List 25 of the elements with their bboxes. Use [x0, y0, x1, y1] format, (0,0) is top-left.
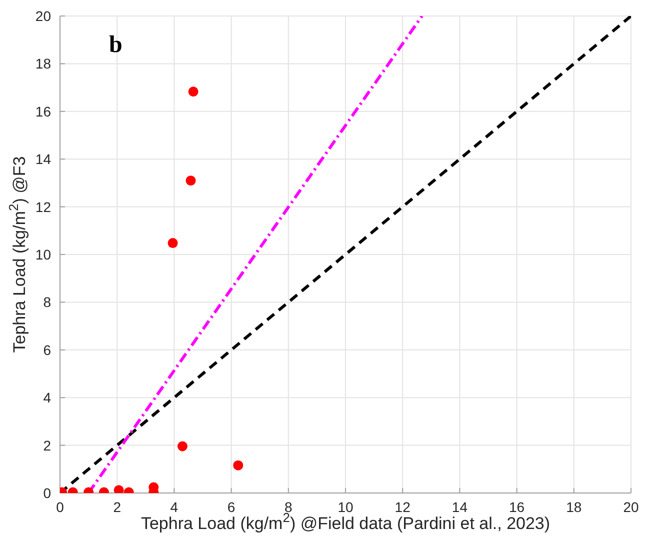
y-tick-label: 16 — [35, 103, 52, 120]
x-tick-label: 18 — [566, 498, 582, 515]
y-tick-label: 2 — [43, 437, 52, 454]
y-tick-label: 6 — [43, 342, 52, 358]
x-tick-label: 0 — [56, 498, 64, 515]
y-tick-label: 18 — [35, 56, 52, 72]
y-tick-label: 8 — [43, 294, 52, 310]
x-tick-label: 12 — [394, 498, 411, 515]
x-tick-label: 16 — [509, 498, 525, 515]
point — [186, 176, 196, 186]
x-tick-label: 20 — [623, 498, 639, 515]
x-tick-label: 10 — [338, 498, 354, 515]
annotation: b — [109, 32, 122, 59]
x-tick-label: 6 — [227, 498, 236, 515]
y-tick-label: 14 — [35, 151, 52, 168]
x-tick-label: 4 — [170, 498, 178, 515]
point — [188, 86, 198, 97]
y-tick-label: 10 — [35, 246, 52, 262]
y-tick-label: 4 — [43, 390, 52, 406]
y-tick-label: 12 — [35, 198, 52, 215]
point — [168, 238, 178, 248]
x-tick-label: 14 — [452, 498, 468, 515]
y-tick-label: 0 — [43, 484, 52, 501]
x-tick-label: 2 — [113, 498, 122, 515]
y-tick-label: 20 — [35, 8, 52, 24]
